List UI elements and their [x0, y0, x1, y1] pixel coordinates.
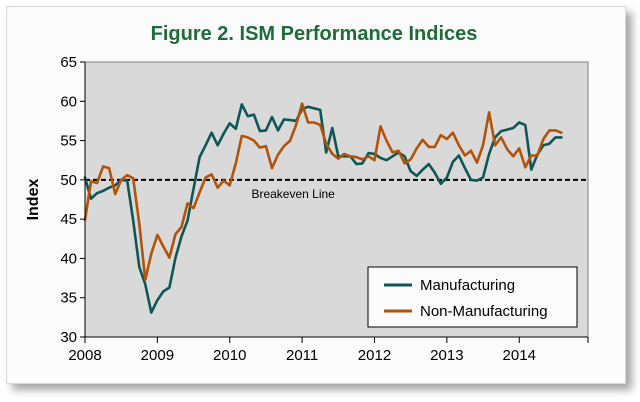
- legend: [367, 266, 578, 328]
- chart-title: Figure 2. ISM Performance Indices: [151, 23, 478, 45]
- y-axis-label: Index: [25, 179, 42, 221]
- y-tick-label: 50: [60, 172, 77, 189]
- y-tick-label: 55: [60, 133, 77, 150]
- x-tick-label: 2008: [68, 347, 101, 364]
- x-tick-label: 2009: [141, 347, 174, 364]
- x-tick-label: 2011: [286, 347, 318, 364]
- breakeven-label: Breakeven Line: [251, 187, 335, 201]
- y-tick-label: 65: [60, 54, 77, 71]
- y-tick-label: 45: [60, 211, 77, 228]
- y-tick-label: 60: [60, 93, 77, 110]
- x-tick-label: 2014: [503, 347, 536, 364]
- x-tick-label: 2012: [358, 347, 391, 364]
- x-tick-label: 2013: [430, 347, 463, 364]
- x-tick-label: 2010: [213, 347, 246, 364]
- legend-label: Non-Manufacturing: [420, 303, 548, 320]
- y-tick-label: 30: [60, 329, 77, 346]
- y-tick-label: 35: [60, 290, 77, 307]
- series-line-non-manufacturing: [83, 102, 563, 281]
- legend-label: Manufacturing: [420, 277, 515, 294]
- y-tick-label: 40: [60, 250, 77, 267]
